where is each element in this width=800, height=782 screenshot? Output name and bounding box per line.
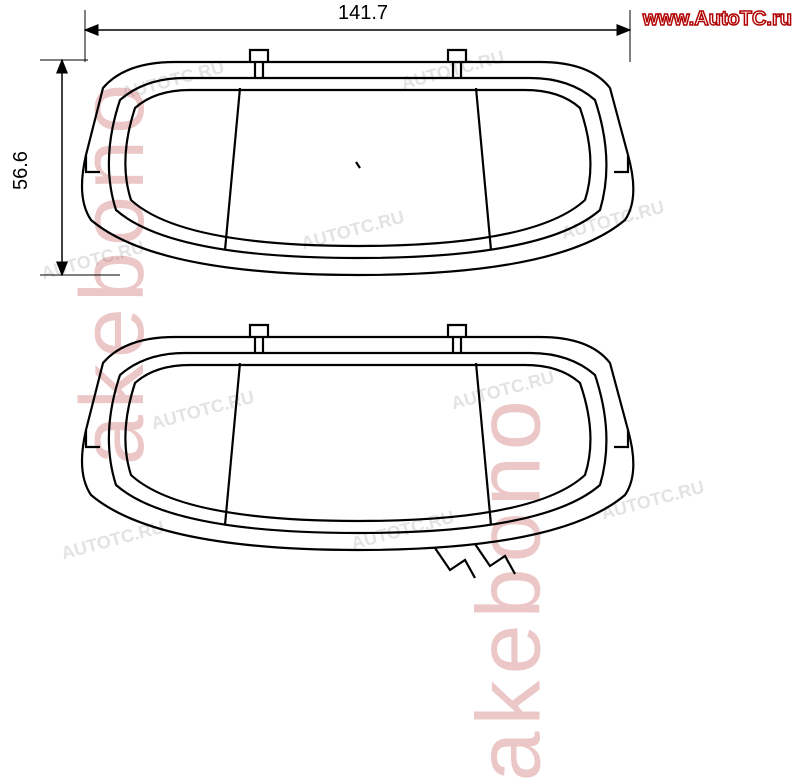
height-dimension-label: 56.6 (10, 151, 33, 190)
width-dimension-label: 141.7 (338, 2, 388, 25)
brake-pad-top (82, 50, 633, 275)
brake-pad-bottom (82, 325, 633, 578)
technical-drawing (0, 0, 800, 600)
source-url: www.AutoTC.ru (643, 8, 792, 31)
